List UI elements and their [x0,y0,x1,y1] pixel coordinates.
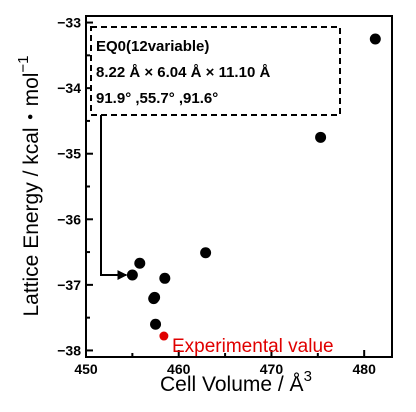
x-axis-label: Cell Volume / Å3 [160,368,312,396]
data-point [200,247,212,259]
annotation-arrow [100,115,128,281]
y-tick-label: −35 [57,146,81,162]
data-point [315,131,327,143]
annotation-callout: EQ0(12variable) 8.22 Å × 6.04 Å × 11.10 … [90,26,341,281]
y-tick-label: −37 [57,277,81,293]
annotation-box [90,26,341,116]
experimental-point [159,331,169,341]
annotation-line-1: EQ0(12variable) [96,38,209,55]
data-point [369,33,381,45]
y-axis-label-sup: −1 [15,55,32,72]
data-point [150,318,162,330]
x-tick-label: 470 [260,361,284,377]
x-axis-label-text: Cell Volume / Å [160,373,304,396]
y-tick-label: −33 [57,15,81,31]
axis-ticks [85,21,366,357]
axis-tick-labels: 450 460 470 480 −38 −37 −36 −35 −34 −33 [57,15,376,377]
y-tick-label: −36 [57,211,81,227]
data-point [148,293,160,305]
data-point [159,272,171,284]
x-axis-label-sup: 3 [304,368,312,385]
x-tick-label: 480 [353,361,377,377]
data-point [134,257,146,269]
y-axis-label-text: Lattice Energy / kcal・mol [20,73,43,317]
annotation-line-3: 91.9° ,55.7° ,91.6° [96,90,218,107]
y-axis-label: Lattice Energy / kcal・mol−1 [15,55,43,316]
annotation-line-2: 8.22 Å × 6.04 Å × 11.10 Å [96,64,270,81]
x-tick-label: 450 [74,361,98,377]
experimental-value-label: Experimental value [172,336,334,357]
x-tick-label: 460 [167,361,191,377]
data-point [126,269,138,281]
data-points [126,33,381,341]
y-tick-label: −34 [57,80,81,96]
y-tick-label: −38 [57,342,81,358]
